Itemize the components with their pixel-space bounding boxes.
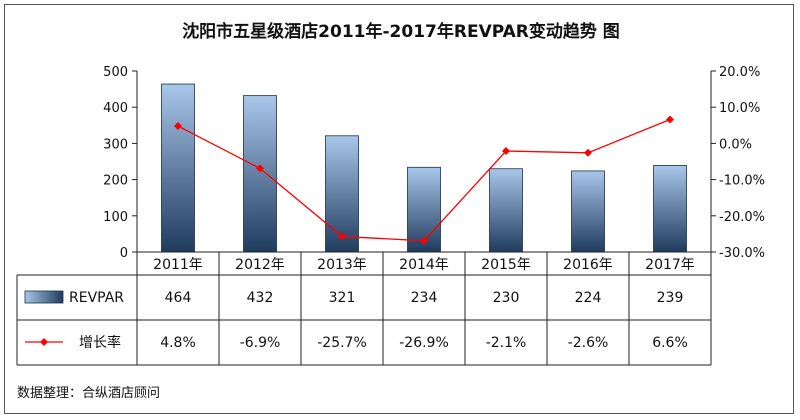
growth-rate-point — [256, 164, 264, 173]
category-label: 2017年 — [645, 257, 695, 273]
right-tick-label: 20.0% — [719, 65, 760, 80]
chart-frame: 沈阳市五星级酒店2011年-2017年REVPAR变动趋势 图 0 100 200 3… — [4, 4, 794, 414]
legend-swatch-revpar — [24, 290, 64, 304]
right-tick-label: -30.0% — [719, 246, 765, 261]
data-label-revpar: 464 — [165, 290, 192, 306]
chart-title: 沈阳市五星级酒店2011年-2017年REVPAR变动趋势 图 — [182, 21, 620, 42]
growth-rate-point — [666, 115, 674, 124]
right-tick-label: -10.0% — [719, 174, 765, 189]
growth-rate-point — [420, 236, 428, 245]
revpar-chart: 沈阳市五星级酒店2011年-2017年REVPAR变动趋势 图 0 100 200 3… — [16, 21, 765, 401]
growth-rate-point — [584, 148, 592, 157]
data-label-revpar: 321 — [329, 290, 356, 306]
data-label-growth: -2.1% — [486, 335, 527, 351]
category-label: 2013年 — [317, 257, 367, 273]
growth-rate-point — [174, 122, 182, 131]
bar-revpar — [161, 83, 195, 253]
category-label: 2015年 — [481, 257, 531, 273]
data-label-revpar: 224 — [575, 290, 602, 306]
legend-marker-growth — [40, 338, 48, 346]
bar-revpar — [653, 165, 687, 253]
left-tick-label: 0 — [120, 246, 128, 261]
data-label-revpar: 432 — [247, 290, 274, 306]
category-label: 2014年 — [399, 257, 449, 273]
data-label-growth: -2.6% — [568, 335, 609, 351]
right-tick-label: 10.0% — [719, 101, 760, 116]
legend-label-revpar: REVPAR — [69, 290, 124, 306]
right-tick-label: 0.0% — [719, 137, 752, 152]
bar-revpar — [489, 168, 523, 253]
category-label: 2016年 — [563, 257, 613, 273]
left-tick-label: 300 — [103, 137, 128, 152]
data-label-revpar: 239 — [657, 290, 684, 306]
category-label: 2011年 — [153, 257, 203, 273]
growth-rate-point — [502, 147, 510, 156]
bar-revpar — [571, 170, 605, 253]
left-tick-label: 400 — [103, 101, 128, 116]
data-label-growth: 4.8% — [160, 335, 196, 351]
right-tick-label: -20.0% — [719, 210, 765, 225]
category-label: 2012年 — [235, 257, 285, 273]
data-label-revpar: 234 — [411, 290, 438, 306]
left-tick-label: 200 — [103, 174, 128, 189]
left-tick-label: 500 — [103, 65, 128, 80]
data-label-growth: -26.9% — [399, 335, 449, 351]
data-label-revpar: 230 — [493, 290, 520, 306]
source-note: 数据整理：合纵酒店顾问 — [17, 386, 160, 401]
left-tick-label: 100 — [103, 210, 128, 225]
growth-rate-point — [338, 232, 346, 241]
legend-label-growth: 增长率 — [79, 334, 121, 351]
data-label-growth: 6.6% — [652, 335, 688, 351]
data-label-growth: -6.9% — [240, 335, 281, 351]
bar-revpar — [243, 95, 277, 253]
data-label-growth: -25.7% — [317, 335, 367, 351]
